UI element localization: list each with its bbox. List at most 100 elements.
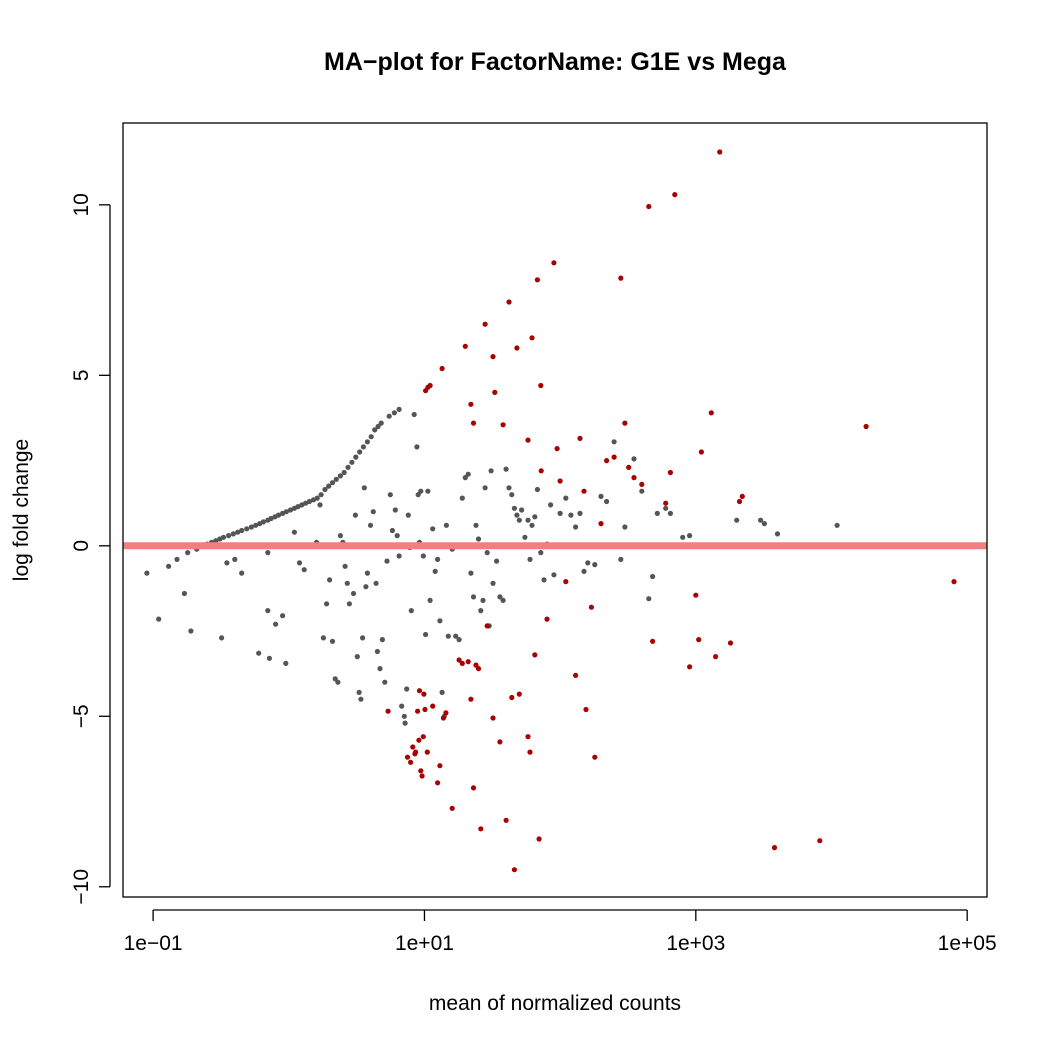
point-not-significant bbox=[482, 485, 488, 491]
point-not-significant bbox=[399, 703, 405, 709]
point-not-significant bbox=[266, 655, 272, 661]
point-not-significant bbox=[363, 584, 369, 590]
point-significant bbox=[817, 838, 823, 844]
point-significant bbox=[422, 706, 428, 713]
point-significant bbox=[713, 654, 719, 660]
point-significant bbox=[497, 739, 503, 745]
point-significant bbox=[663, 500, 669, 506]
point-significant bbox=[430, 703, 436, 709]
point-not-significant bbox=[534, 486, 541, 493]
point-not-significant bbox=[639, 488, 645, 494]
point-not-significant bbox=[248, 524, 254, 530]
point-significant bbox=[482, 321, 488, 327]
point-not-significant bbox=[592, 562, 598, 568]
point-significant bbox=[527, 749, 533, 755]
point-not-significant bbox=[503, 466, 509, 472]
x-axis-label: mean of normalized counts bbox=[429, 992, 681, 1015]
point-not-significant bbox=[473, 522, 479, 528]
point-not-significant bbox=[391, 410, 397, 416]
point-significant bbox=[484, 623, 490, 629]
point-not-significant bbox=[396, 406, 402, 412]
point-not-significant bbox=[484, 550, 490, 556]
point-significant bbox=[490, 354, 496, 360]
point-not-significant bbox=[425, 488, 431, 494]
point-significant bbox=[514, 345, 520, 351]
point-not-significant bbox=[548, 502, 554, 508]
point-significant bbox=[490, 715, 496, 721]
point-not-significant bbox=[337, 533, 343, 539]
point-not-significant bbox=[296, 560, 303, 566]
point-not-significant bbox=[378, 420, 384, 426]
point-significant bbox=[416, 688, 423, 694]
point-significant bbox=[717, 149, 723, 155]
point-significant bbox=[492, 389, 498, 395]
point-significant bbox=[626, 464, 632, 470]
point-not-significant bbox=[514, 512, 520, 518]
point-significant bbox=[385, 708, 391, 714]
point-significant bbox=[588, 604, 595, 610]
point-not-significant bbox=[408, 608, 414, 614]
point-significant bbox=[736, 498, 743, 505]
point-significant bbox=[404, 754, 411, 760]
point-not-significant bbox=[364, 570, 370, 576]
point-significant bbox=[443, 710, 449, 716]
point-not-significant bbox=[291, 529, 297, 535]
point-significant bbox=[573, 672, 579, 679]
point-not-significant bbox=[402, 720, 408, 726]
point-significant bbox=[462, 343, 468, 349]
point-not-significant bbox=[443, 522, 449, 528]
point-not-significant bbox=[453, 633, 459, 639]
point-not-significant bbox=[342, 563, 348, 569]
point-significant bbox=[693, 592, 699, 598]
point-not-significant bbox=[394, 533, 400, 539]
point-not-significant bbox=[360, 635, 366, 641]
point-significant bbox=[577, 435, 583, 441]
point-not-significant bbox=[350, 590, 357, 597]
point-not-significant bbox=[516, 517, 522, 523]
point-significant bbox=[544, 616, 550, 622]
point-significant bbox=[415, 708, 421, 714]
point-not-significant bbox=[144, 570, 150, 576]
point-significant bbox=[421, 691, 427, 697]
point-not-significant bbox=[439, 689, 445, 696]
y-tick-label: −5 bbox=[70, 704, 93, 728]
point-not-significant bbox=[265, 608, 271, 614]
point-significant bbox=[475, 666, 482, 672]
point-significant bbox=[618, 275, 624, 281]
point-not-significant bbox=[568, 512, 574, 518]
point-significant bbox=[611, 454, 617, 460]
point-not-significant bbox=[374, 648, 380, 655]
point-not-significant bbox=[834, 522, 840, 528]
point-not-significant bbox=[181, 590, 187, 597]
point-significant bbox=[687, 664, 693, 670]
point-not-significant bbox=[318, 492, 324, 498]
point-not-significant bbox=[470, 594, 477, 600]
point-significant bbox=[557, 478, 563, 484]
point-significant bbox=[408, 759, 414, 765]
point-not-significant bbox=[349, 459, 355, 465]
x-axis: 1e−01 1e+01 1e+03 1e+05 bbox=[124, 909, 997, 955]
point-not-significant bbox=[370, 509, 376, 515]
point-not-significant bbox=[475, 536, 482, 542]
point-significant bbox=[650, 638, 656, 644]
point-not-significant bbox=[230, 531, 236, 537]
point-significant bbox=[631, 475, 637, 481]
x-tick-label: 1e+01 bbox=[395, 932, 454, 955]
point-significant bbox=[449, 805, 455, 811]
point-not-significant bbox=[185, 550, 191, 556]
point-not-significant bbox=[509, 492, 515, 498]
point-significant bbox=[511, 867, 517, 873]
point-not-significant bbox=[356, 689, 362, 696]
point-not-significant bbox=[219, 635, 225, 641]
point-significant bbox=[563, 579, 569, 585]
y-tick-label: −10 bbox=[70, 869, 93, 905]
point-significant bbox=[639, 481, 645, 487]
point-not-significant bbox=[224, 560, 230, 566]
point-significant bbox=[468, 696, 474, 702]
point-significant bbox=[424, 749, 430, 755]
points-layer bbox=[144, 149, 957, 873]
point-not-significant bbox=[761, 521, 768, 527]
point-not-significant bbox=[758, 517, 764, 523]
point-not-significant bbox=[430, 526, 436, 532]
point-not-significant bbox=[322, 486, 328, 493]
